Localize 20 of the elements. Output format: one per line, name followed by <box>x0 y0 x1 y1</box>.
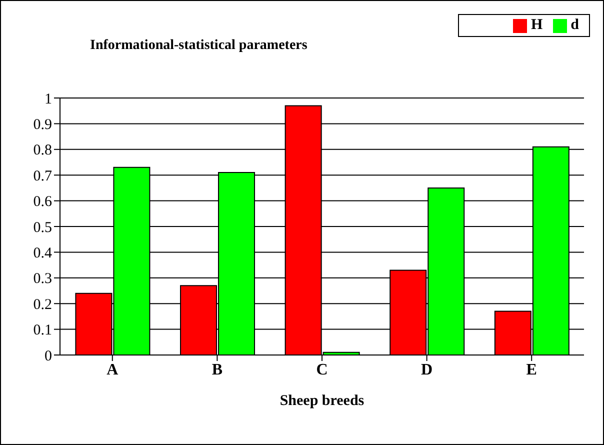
y-tick-label: 0.9 <box>33 117 52 134</box>
y-tick-label: 1 <box>44 91 52 108</box>
y-tick-label: 0.3 <box>33 271 52 288</box>
y-tick-label: 0.4 <box>33 246 52 262</box>
x-tick-label: D <box>421 361 433 378</box>
y-tick-label: 0.7 <box>33 168 52 184</box>
y-tick-label: 0.8 <box>33 142 52 159</box>
y-tick-label: 0.5 <box>33 220 52 236</box>
x-tick-label: B <box>212 361 223 378</box>
y-tick-label: 0.6 <box>33 194 52 210</box>
legend-label: H <box>530 17 543 33</box>
y-tick-label: 0 <box>44 348 52 364</box>
legend-label: d <box>570 17 579 33</box>
x-axis-title: Sheep breeds <box>280 393 364 409</box>
x-tick-label: C <box>316 361 328 378</box>
y-tick-label: 0.1 <box>33 322 52 339</box>
chart-title: Informational-statistical parameters <box>90 38 308 54</box>
x-tick-label: A <box>106 361 119 378</box>
y-tick-label: 0.2 <box>33 296 52 313</box>
x-tick-label: E <box>526 361 537 378</box>
